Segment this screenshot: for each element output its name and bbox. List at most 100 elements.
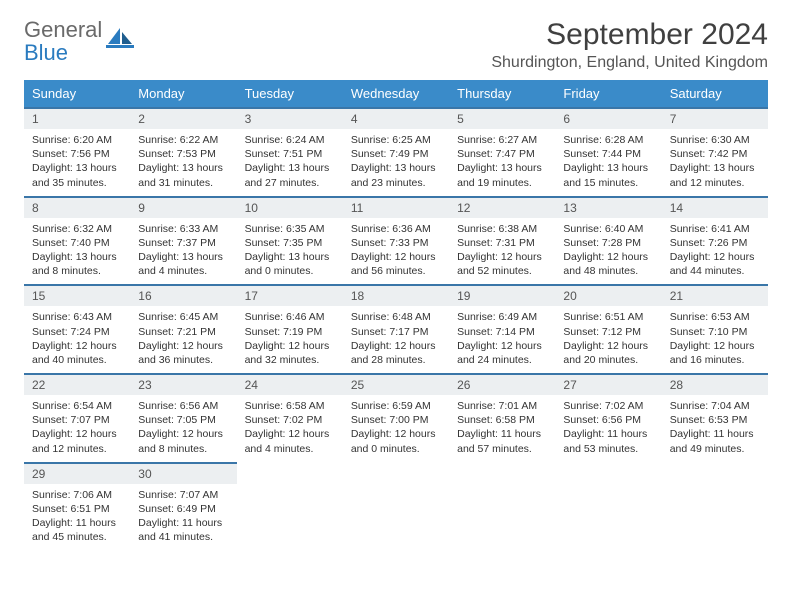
day-details: Sunrise: 6:24 AMSunset: 7:51 PMDaylight:…	[237, 129, 343, 196]
day-details: Sunrise: 6:38 AMSunset: 7:31 PMDaylight:…	[449, 218, 555, 285]
calendar-cell: 23Sunrise: 6:56 AMSunset: 7:05 PMDayligh…	[130, 374, 236, 463]
day-number: 10	[237, 198, 343, 218]
day-details: Sunrise: 6:43 AMSunset: 7:24 PMDaylight:…	[24, 306, 130, 373]
day-details: Sunrise: 6:53 AMSunset: 7:10 PMDaylight:…	[662, 306, 768, 373]
calendar-cell: 28Sunrise: 7:04 AMSunset: 6:53 PMDayligh…	[662, 374, 768, 463]
calendar-cell: 2Sunrise: 6:22 AMSunset: 7:53 PMDaylight…	[130, 108, 236, 197]
day-number: 28	[662, 375, 768, 395]
calendar-body: 1Sunrise: 6:20 AMSunset: 7:56 PMDaylight…	[24, 108, 768, 550]
day-details: Sunrise: 6:36 AMSunset: 7:33 PMDaylight:…	[343, 218, 449, 285]
day-details: Sunrise: 6:48 AMSunset: 7:17 PMDaylight:…	[343, 306, 449, 373]
calendar-cell	[237, 463, 343, 551]
calendar-cell: 16Sunrise: 6:45 AMSunset: 7:21 PMDayligh…	[130, 285, 236, 374]
day-number: 21	[662, 286, 768, 306]
day-number: 24	[237, 375, 343, 395]
calendar-cell: 15Sunrise: 6:43 AMSunset: 7:24 PMDayligh…	[24, 285, 130, 374]
calendar-cell: 29Sunrise: 7:06 AMSunset: 6:51 PMDayligh…	[24, 463, 130, 551]
day-details: Sunrise: 6:35 AMSunset: 7:35 PMDaylight:…	[237, 218, 343, 285]
weekday-header: Monday	[130, 80, 236, 108]
calendar-cell: 27Sunrise: 7:02 AMSunset: 6:56 PMDayligh…	[555, 374, 661, 463]
calendar-cell	[555, 463, 661, 551]
calendar-cell: 7Sunrise: 6:30 AMSunset: 7:42 PMDaylight…	[662, 108, 768, 197]
calendar-head: SundayMondayTuesdayWednesdayThursdayFrid…	[24, 80, 768, 108]
day-details: Sunrise: 6:30 AMSunset: 7:42 PMDaylight:…	[662, 129, 768, 196]
logo-sail-icon	[106, 26, 136, 57]
weekday-header: Wednesday	[343, 80, 449, 108]
day-details: Sunrise: 6:51 AMSunset: 7:12 PMDaylight:…	[555, 306, 661, 373]
day-number: 19	[449, 286, 555, 306]
calendar-cell: 30Sunrise: 7:07 AMSunset: 6:49 PMDayligh…	[130, 463, 236, 551]
calendar-cell: 25Sunrise: 6:59 AMSunset: 7:00 PMDayligh…	[343, 374, 449, 463]
day-details: Sunrise: 6:54 AMSunset: 7:07 PMDaylight:…	[24, 395, 130, 462]
calendar-cell: 13Sunrise: 6:40 AMSunset: 7:28 PMDayligh…	[555, 197, 661, 286]
calendar-cell: 18Sunrise: 6:48 AMSunset: 7:17 PMDayligh…	[343, 285, 449, 374]
calendar-cell: 12Sunrise: 6:38 AMSunset: 7:31 PMDayligh…	[449, 197, 555, 286]
calendar-table: SundayMondayTuesdayWednesdayThursdayFrid…	[24, 80, 768, 550]
day-number: 16	[130, 286, 236, 306]
day-details: Sunrise: 6:56 AMSunset: 7:05 PMDaylight:…	[130, 395, 236, 462]
logo-word-general: General	[24, 17, 102, 42]
day-number: 9	[130, 198, 236, 218]
day-details: Sunrise: 6:49 AMSunset: 7:14 PMDaylight:…	[449, 306, 555, 373]
day-number: 2	[130, 109, 236, 129]
day-details: Sunrise: 7:01 AMSunset: 6:58 PMDaylight:…	[449, 395, 555, 462]
calendar-cell: 10Sunrise: 6:35 AMSunset: 7:35 PMDayligh…	[237, 197, 343, 286]
calendar-cell	[449, 463, 555, 551]
day-number: 12	[449, 198, 555, 218]
calendar-cell: 19Sunrise: 6:49 AMSunset: 7:14 PMDayligh…	[449, 285, 555, 374]
day-number: 17	[237, 286, 343, 306]
day-details: Sunrise: 6:27 AMSunset: 7:47 PMDaylight:…	[449, 129, 555, 196]
header: General Blue September 2024 Shurdington,…	[24, 18, 768, 72]
day-number: 30	[130, 464, 236, 484]
day-number: 14	[662, 198, 768, 218]
day-number: 27	[555, 375, 661, 395]
day-details: Sunrise: 6:20 AMSunset: 7:56 PMDaylight:…	[24, 129, 130, 196]
day-number: 25	[343, 375, 449, 395]
calendar-cell: 8Sunrise: 6:32 AMSunset: 7:40 PMDaylight…	[24, 197, 130, 286]
calendar-cell	[662, 463, 768, 551]
weekday-header: Tuesday	[237, 80, 343, 108]
day-details: Sunrise: 6:41 AMSunset: 7:26 PMDaylight:…	[662, 218, 768, 285]
logo: General Blue	[24, 18, 136, 64]
day-details: Sunrise: 6:22 AMSunset: 7:53 PMDaylight:…	[130, 129, 236, 196]
day-number: 29	[24, 464, 130, 484]
day-details: Sunrise: 6:25 AMSunset: 7:49 PMDaylight:…	[343, 129, 449, 196]
day-number: 13	[555, 198, 661, 218]
day-details: Sunrise: 6:58 AMSunset: 7:02 PMDaylight:…	[237, 395, 343, 462]
day-details: Sunrise: 6:33 AMSunset: 7:37 PMDaylight:…	[130, 218, 236, 285]
location: Shurdington, England, United Kingdom	[491, 54, 768, 72]
day-details: Sunrise: 7:04 AMSunset: 6:53 PMDaylight:…	[662, 395, 768, 462]
day-details: Sunrise: 7:07 AMSunset: 6:49 PMDaylight:…	[130, 484, 236, 551]
day-number: 4	[343, 109, 449, 129]
day-number: 22	[24, 375, 130, 395]
calendar-cell: 4Sunrise: 6:25 AMSunset: 7:49 PMDaylight…	[343, 108, 449, 197]
calendar-cell: 14Sunrise: 6:41 AMSunset: 7:26 PMDayligh…	[662, 197, 768, 286]
calendar-cell: 22Sunrise: 6:54 AMSunset: 7:07 PMDayligh…	[24, 374, 130, 463]
day-number: 18	[343, 286, 449, 306]
calendar-cell: 1Sunrise: 6:20 AMSunset: 7:56 PMDaylight…	[24, 108, 130, 197]
day-number: 6	[555, 109, 661, 129]
calendar-cell: 9Sunrise: 6:33 AMSunset: 7:37 PMDaylight…	[130, 197, 236, 286]
day-number: 15	[24, 286, 130, 306]
weekday-header: Thursday	[449, 80, 555, 108]
day-number: 11	[343, 198, 449, 218]
day-details: Sunrise: 7:06 AMSunset: 6:51 PMDaylight:…	[24, 484, 130, 551]
calendar-cell: 3Sunrise: 6:24 AMSunset: 7:51 PMDaylight…	[237, 108, 343, 197]
calendar-cell: 11Sunrise: 6:36 AMSunset: 7:33 PMDayligh…	[343, 197, 449, 286]
title-block: September 2024 Shurdington, England, Uni…	[491, 18, 768, 72]
weekday-header: Sunday	[24, 80, 130, 108]
day-details: Sunrise: 6:28 AMSunset: 7:44 PMDaylight:…	[555, 129, 661, 196]
day-number: 26	[449, 375, 555, 395]
day-details: Sunrise: 7:02 AMSunset: 6:56 PMDaylight:…	[555, 395, 661, 462]
weekday-header: Saturday	[662, 80, 768, 108]
day-details: Sunrise: 6:46 AMSunset: 7:19 PMDaylight:…	[237, 306, 343, 373]
day-number: 8	[24, 198, 130, 218]
calendar-cell: 17Sunrise: 6:46 AMSunset: 7:19 PMDayligh…	[237, 285, 343, 374]
day-number: 20	[555, 286, 661, 306]
day-number: 3	[237, 109, 343, 129]
calendar-cell: 20Sunrise: 6:51 AMSunset: 7:12 PMDayligh…	[555, 285, 661, 374]
calendar-cell: 24Sunrise: 6:58 AMSunset: 7:02 PMDayligh…	[237, 374, 343, 463]
logo-word-blue: Blue	[24, 40, 68, 65]
calendar-cell	[343, 463, 449, 551]
calendar-cell: 26Sunrise: 7:01 AMSunset: 6:58 PMDayligh…	[449, 374, 555, 463]
